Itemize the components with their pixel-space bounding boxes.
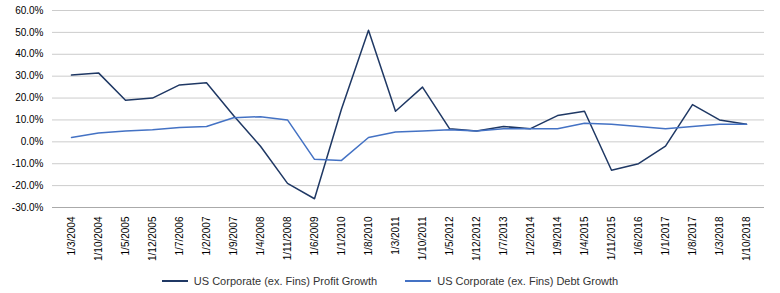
svg-text:1/4/2008: 1/4/2008: [255, 216, 266, 255]
html-text:US Corporate (ex. Fins) Debt G: US Corporate (ex. Fins) Debt Growth: [437, 275, 619, 287]
svg-text:1/6/2009: 1/6/2009: [309, 216, 320, 255]
svg-text:1/1/2017: 1/1/2017: [660, 216, 671, 255]
svg-text:1/2/2014: 1/2/2014: [525, 216, 536, 255]
svg-text:1/9/2007: 1/9/2007: [228, 216, 239, 255]
svg-text:1/6/2016: 1/6/2016: [633, 216, 644, 255]
svg-text:60.0%: 60.0%: [15, 5, 43, 16]
svg-text:1/12/2012: 1/12/2012: [471, 216, 482, 261]
svg-text:1/10/2004: 1/10/2004: [93, 216, 104, 261]
svg-text:1/1/2010: 1/1/2010: [336, 216, 347, 255]
svg-text:40.0%: 40.0%: [15, 48, 43, 59]
svg-text:1/3/2011: 1/3/2011: [390, 216, 401, 255]
svg-text:-20.0%: -20.0%: [12, 180, 44, 191]
svg-text:30.0%: 30.0%: [15, 70, 43, 81]
svg-text:1/7/2006: 1/7/2006: [174, 216, 185, 255]
svg-text:1/8/2017: 1/8/2017: [687, 216, 698, 255]
svg-text:1/5/2012: 1/5/2012: [444, 216, 455, 255]
svg-text:-30.0%: -30.0%: [12, 202, 44, 213]
svg-text:1/5/2005: 1/5/2005: [120, 216, 131, 255]
svg-text:1/11/2008: 1/11/2008: [282, 216, 293, 260]
html-text:US Corporate (ex. Fins) Profit: US Corporate (ex. Fins) Profit Growth: [193, 275, 378, 287]
svg-text:1/7/2013: 1/7/2013: [498, 216, 509, 255]
svg-text:1/2/2007: 1/2/2007: [201, 216, 212, 255]
svg-text:-10.0%: -10.0%: [12, 158, 44, 169]
svg-text:1/3/2004: 1/3/2004: [66, 216, 77, 255]
svg-text:20.0%: 20.0%: [15, 92, 43, 103]
svg-text:1/4/2015: 1/4/2015: [579, 216, 590, 255]
svg-text:1/10/2018: 1/10/2018: [741, 216, 752, 261]
svg-text:1/8/2010: 1/8/2010: [363, 216, 374, 255]
svg-text:1/3/2018: 1/3/2018: [714, 216, 725, 255]
svg-text:1/11/2015: 1/11/2015: [606, 216, 617, 260]
svg-text:10.0%: 10.0%: [15, 114, 43, 125]
svg-text:50.0%: 50.0%: [15, 27, 43, 38]
svg-text:0.0%: 0.0%: [21, 136, 44, 147]
svg-text:1/10/2011: 1/10/2011: [417, 216, 428, 260]
svg-text:1/9/2014: 1/9/2014: [552, 216, 563, 255]
svg-text:1/12/2005: 1/12/2005: [147, 216, 158, 261]
